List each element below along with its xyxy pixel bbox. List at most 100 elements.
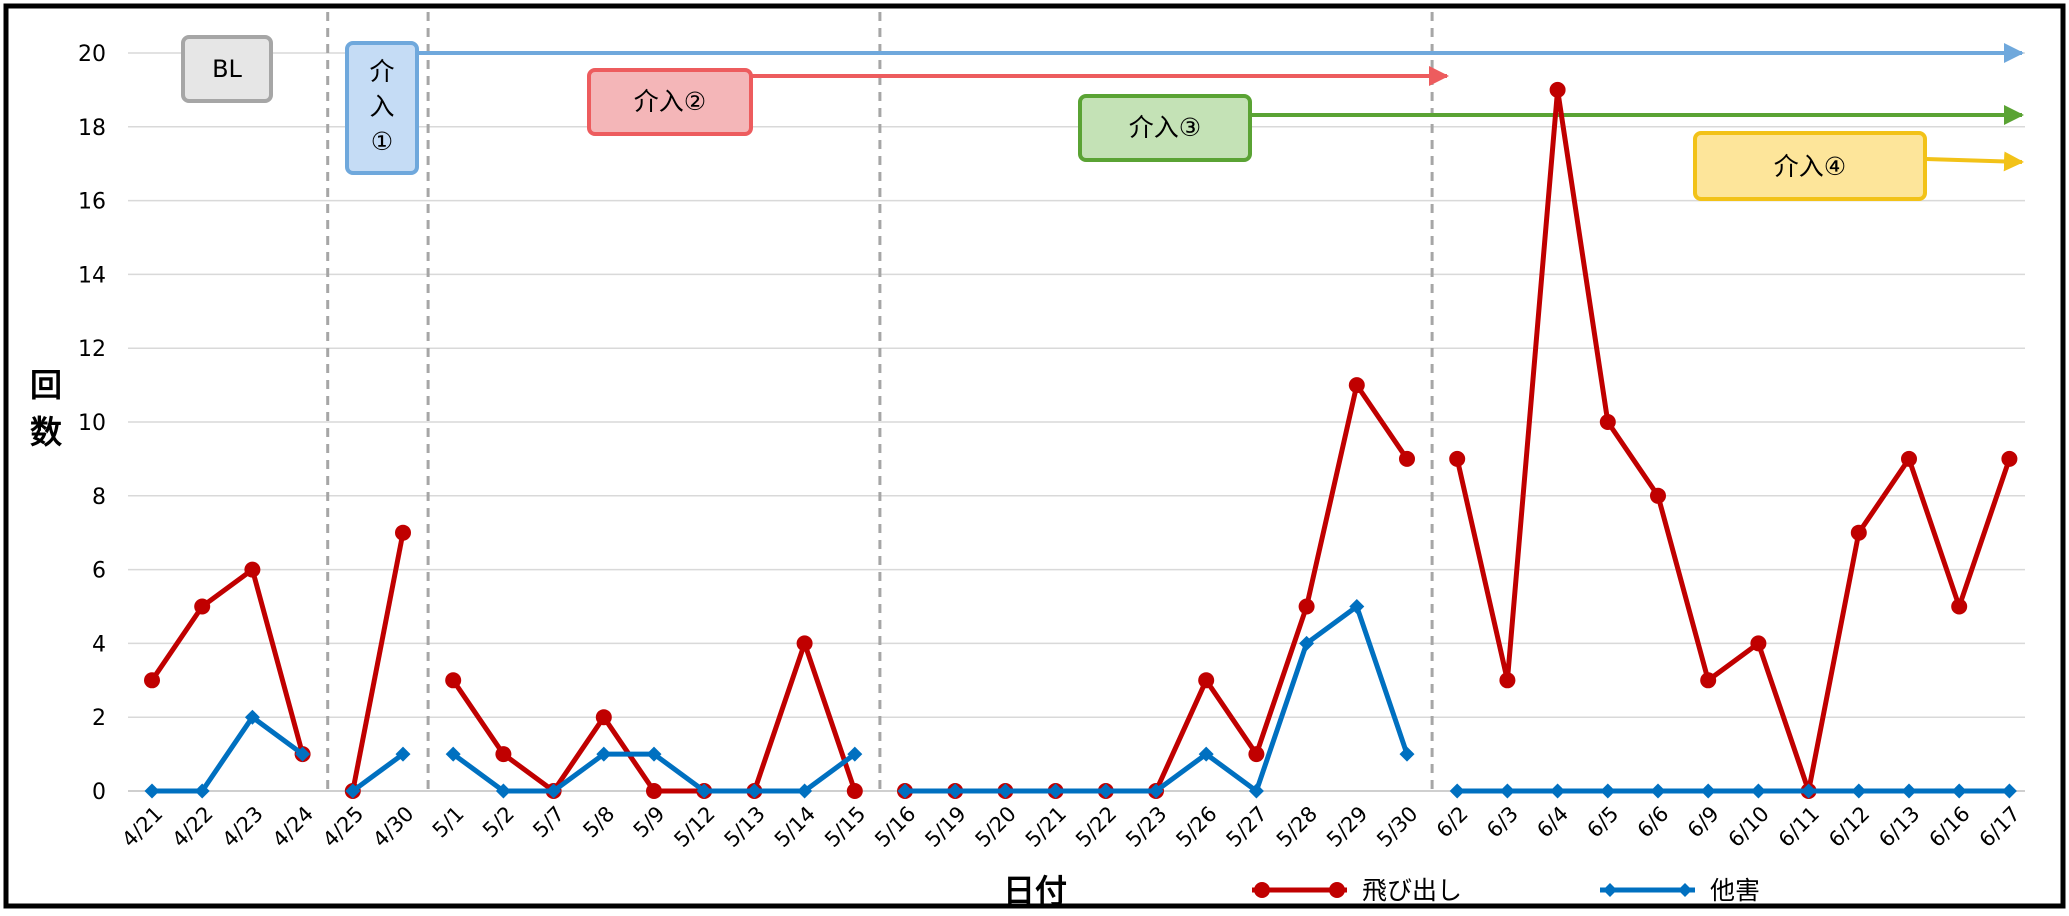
legend-marker: [1678, 883, 1692, 897]
data-point: [1801, 783, 1817, 799]
data-point: [546, 783, 562, 799]
legend-marker: [1329, 882, 1345, 898]
series-line: [351, 752, 405, 794]
y-tick-label: 20: [78, 42, 106, 67]
y-tick-label: 6: [92, 559, 106, 584]
data-point: [1650, 783, 1666, 799]
data-point: [646, 746, 662, 762]
data-point: [2001, 783, 2017, 799]
legend-item-2: 他害: [1600, 876, 1760, 905]
data-point: [897, 783, 913, 799]
phase-label-intervention-4: 介入④: [1693, 131, 1927, 201]
legend-marker: [1603, 883, 1617, 897]
data-point: [244, 561, 261, 578]
data-point: [846, 783, 863, 799]
data-point: [997, 783, 1013, 799]
data-point: [345, 783, 361, 799]
phase-label-text: 介入③: [1129, 113, 1201, 142]
data-point: [1048, 783, 1064, 799]
data-point: [144, 672, 160, 689]
data-point: [1750, 635, 1767, 652]
data-point: [797, 783, 813, 799]
phase-label-intervention-3: 介入③: [1078, 94, 1252, 162]
phase-label-text: 介入④: [1774, 152, 1846, 181]
data-point: [1349, 599, 1365, 614]
y-axis-label: 回 数: [30, 366, 63, 451]
data-point: [1198, 746, 1214, 762]
y-tick-label: 12: [78, 337, 106, 362]
phase-labels: BL 介入 ① 介入② 介入③ 介入④: [181, 35, 1927, 201]
data-point: [1298, 598, 1315, 615]
data-point: [1700, 672, 1717, 689]
legend: 飛び出し 他害: [1252, 876, 1760, 905]
data-point: [1248, 746, 1265, 763]
data-point: [1098, 783, 1114, 799]
data-point: [796, 635, 813, 652]
data-point: [1750, 783, 1766, 799]
y-tick-label: 14: [78, 263, 106, 288]
data-point: [1449, 783, 1465, 799]
phase-label-text: ①: [371, 127, 393, 156]
y-axis-label-char-1: 回: [30, 366, 62, 404]
phase-label-intervention-2-box: [587, 68, 753, 136]
data-point: [144, 783, 160, 799]
data-point: [1299, 635, 1315, 651]
data-point: [1549, 81, 1566, 98]
data-point: [1599, 414, 1616, 430]
data-point: [746, 783, 762, 799]
legend-item-1: 飛び出し: [1252, 876, 1462, 905]
x-axis-label: 日付: [1003, 872, 1067, 910]
data-point: [595, 709, 612, 726]
data-point: [1399, 746, 1415, 762]
data-point: [445, 672, 462, 689]
phase-label-text: 介入②: [634, 87, 706, 116]
phase-dividers: [326, 12, 1434, 791]
series-line: [1454, 87, 2012, 794]
data-point: [244, 709, 260, 725]
legend-label: 飛び出し: [1362, 876, 1462, 905]
data-point: [696, 783, 712, 799]
data-point: [395, 524, 411, 541]
data-point: [1550, 783, 1566, 799]
y-tick-label: 10: [78, 411, 106, 436]
phase-arrow: [1925, 151, 2024, 172]
phase-arrows: [418, 43, 2024, 172]
legend-marker: [1254, 882, 1270, 898]
phase-label-intervention-1-box: [345, 41, 419, 175]
y-tick-label: 2: [92, 706, 106, 731]
phase-label-text: 入: [369, 92, 394, 121]
y-tick-label: 0: [92, 780, 106, 805]
y-tick-label: 4: [92, 632, 106, 657]
data-point: [646, 783, 662, 799]
phase-label-intervention-2: 介入②: [587, 68, 753, 136]
data-point: [1700, 783, 1716, 799]
data-point: [2001, 450, 2018, 467]
data-point: [1198, 672, 1215, 689]
data-point: [847, 746, 863, 762]
y-tick-label: 18: [78, 116, 106, 141]
phase-label-intervention-4-box: [1693, 131, 1927, 201]
data-point: [1600, 783, 1616, 799]
phase-label-bl-box: [181, 35, 273, 103]
data-point: [596, 746, 612, 762]
data-point: [495, 783, 511, 799]
series-line: [152, 714, 305, 794]
data-series: [144, 81, 2018, 799]
phase-label-intervention-3-box: [1078, 94, 1252, 162]
phase-label-intervention-1: 介入 ①: [345, 41, 419, 175]
phase-label-text: 介: [369, 57, 394, 86]
data-point: [445, 746, 461, 762]
series-2: [144, 599, 2017, 799]
data-point: [1499, 783, 1515, 799]
data-point: [1901, 450, 1917, 467]
data-point: [947, 783, 963, 799]
data-point: [194, 598, 211, 615]
data-point: [495, 746, 512, 763]
data-point: [194, 783, 210, 799]
data-point: [1348, 377, 1365, 394]
data-point: [1248, 783, 1264, 799]
data-point: [395, 746, 411, 762]
data-point: [1951, 783, 1967, 799]
